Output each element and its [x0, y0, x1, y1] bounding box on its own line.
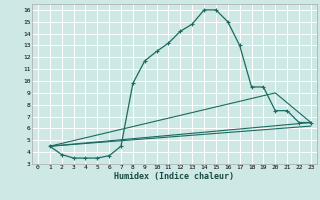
X-axis label: Humidex (Indice chaleur): Humidex (Indice chaleur) [115, 172, 234, 181]
